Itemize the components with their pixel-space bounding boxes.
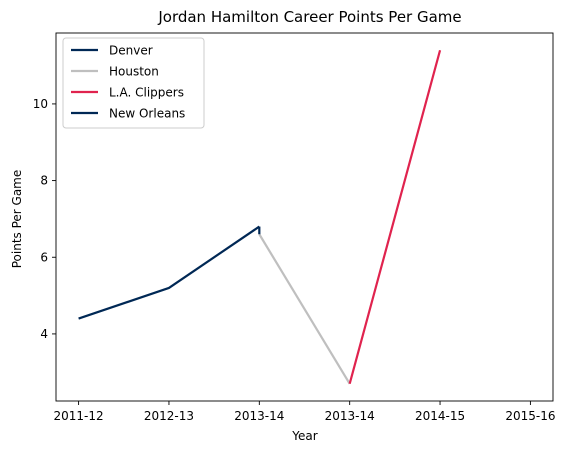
legend-label-1: Houston [109, 65, 159, 79]
y-tick-label-3: 10 [33, 97, 48, 111]
x-tick-label-4: 2014-15 [415, 409, 465, 423]
y-tick-label-0: 4 [40, 327, 48, 341]
x-tick-label-2: 2013-14 [234, 409, 284, 423]
series-line-2 [348, 49, 442, 385]
x-axis-label: Year [291, 429, 317, 443]
y-tick-label-2: 8 [40, 174, 48, 188]
y-tick-label-1: 6 [40, 250, 48, 264]
series-line-1 [258, 233, 351, 385]
legend-label-2: L.A. Clippers [109, 86, 184, 100]
x-tick-label-3: 2013-14 [325, 409, 375, 423]
legend-label-0: Denver [109, 44, 153, 58]
y-axis-label: Points Per Game [10, 170, 24, 269]
chart-title: Jordan Hamilton Career Points Per Game [157, 8, 461, 26]
series-line-0 [78, 225, 260, 320]
plot-frame [55, 32, 554, 402]
x-tick-label-5: 2015-16 [505, 409, 555, 423]
legend-box [62, 37, 205, 129]
x-tick-label-0: 2011-12 [54, 409, 104, 423]
legend-label-3: New Orleans [109, 107, 185, 121]
plot-area: 2011-12 2012-13 2013-14 2013-14 2014-15 2015-… [33, 32, 555, 423]
legend: Denver Houston L.A. Clippers New Orleans [62, 37, 205, 129]
x-tick-label-1: 2012-13 [144, 409, 194, 423]
